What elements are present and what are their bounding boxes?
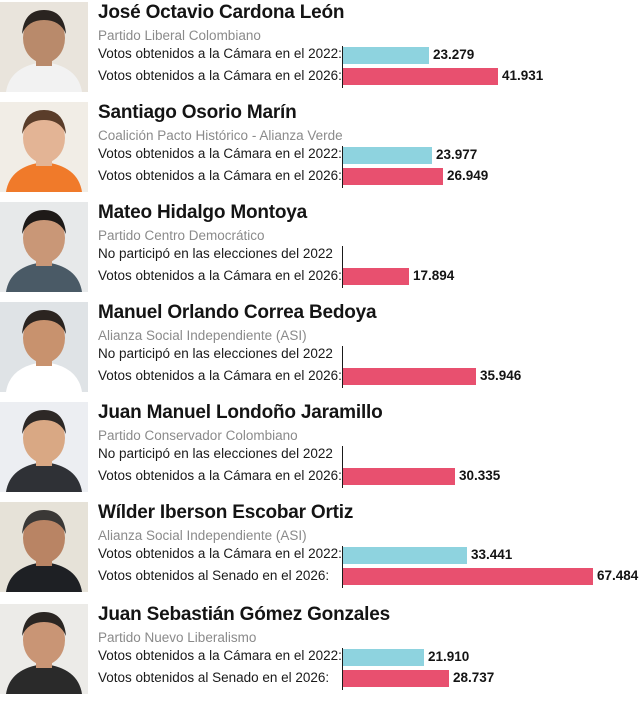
row-label: No participó en las elecciones del 2022 [98,246,333,261]
bar-2022 [343,649,424,666]
bar-2022 [343,147,432,164]
candidate-card: José Octavio Cardona León Partido Liberal… [0,2,640,102]
bar-2022 [343,547,467,564]
candidate-party: Partido Nuevo Liberalismo [98,630,257,645]
candidate-photo [0,102,88,192]
candidate-photo [0,502,88,592]
candidate-photo [0,202,88,292]
candidate-photo [0,302,88,392]
candidate-photo [0,604,88,694]
data-label: 23.279 [433,47,475,62]
candidate-name: Mateo Hidalgo Montoya [98,202,308,223]
bar-axis-line [342,346,343,388]
candidate-name: José Octavio Cardona León [98,2,345,23]
candidate-card: Santiago Osorio Marín Coalición Pacto His… [0,102,640,202]
data-label: 33.441 [471,547,513,562]
candidate-party: Partido Centro Democrático [98,228,265,243]
candidate-name: Wílder Iberson Escobar Ortiz [98,502,354,523]
row-label: Votos obtenidos al Senado en el 2026: [98,670,330,685]
candidate-party: Partido Liberal Colombiano [98,28,261,43]
bar-axis-line [342,246,343,288]
bar-axis-line [342,546,343,588]
bar-2026 [343,268,409,285]
data-label: 67.484 [597,568,639,583]
candidate-card: Juan Sebastián Gómez Gonzales Partido Nue… [0,604,640,704]
data-label: 21.910 [428,649,470,664]
bar-axis-line [342,46,343,88]
candidate-photo [0,2,88,92]
candidate-card: Wílder Iberson Escobar Ortiz Alianza Soci… [0,502,640,602]
data-label: 23.977 [436,147,478,162]
row-label: Votos obtenidos al Senado en el 2026: [98,568,330,583]
bar-2026 [343,68,498,85]
bar-2022 [343,47,429,64]
data-label: 30.335 [459,468,501,483]
data-label: 41.931 [502,68,544,83]
bar-2026 [343,670,449,687]
candidate-photo [0,402,88,492]
candidate-name: Santiago Osorio Marín [98,102,297,123]
candidate-name: Juan Manuel Londoño Jaramillo [98,402,383,423]
row-label: Votos obtenidos a la Cámara en el 2026: [98,468,342,483]
row-label: Votos obtenidos a la Cámara en el 2026: [98,368,342,383]
row-label: Votos obtenidos a la Cámara en el 2026: [98,268,342,283]
candidate-name: Manuel Orlando Correa Bedoya [98,302,377,323]
bar-2026 [343,368,476,385]
candidate-party: Alianza Social Independiente (ASI) [98,328,307,343]
candidate-party: Alianza Social Independiente (ASI) [98,528,307,543]
bar-axis-line [342,648,343,690]
data-label: 17.894 [413,268,455,283]
row-label: Votos obtenidos a la Cámara en el 2022: [98,146,342,161]
candidate-card: Manuel Orlando Correa Bedoya Alianza Soci… [0,302,640,402]
bar-2026 [343,168,443,185]
row-label: Votos obtenidos a la Cámara en el 2022: [98,546,342,561]
row-label: Votos obtenidos a la Cámara en el 2022: [98,46,342,61]
candidate-party: Partido Conservador Colombiano [98,428,298,443]
bar-2026 [343,468,455,485]
row-label: Votos obtenidos a la Cámara en el 2026: [98,168,342,183]
data-label: 35.946 [480,368,522,383]
row-label: No participó en las elecciones del 2022 [98,446,333,461]
candidate-card: Juan Manuel Londoño Jaramillo Partido Con… [0,402,640,502]
bar-axis-line [342,446,343,488]
row-label: No participó en las elecciones del 2022 [98,346,333,361]
candidate-card: Mateo Hidalgo Montoya Partido Centro Demo… [0,202,640,302]
row-label: Votos obtenidos a la Cámara en el 2026: [98,68,342,83]
bar-axis-line [342,146,343,188]
candidate-name: Juan Sebastián Gómez Gonzales [98,604,390,625]
candidate-party: Coalición Pacto Histórico - Alianza Verd… [98,128,343,143]
data-label: 28.737 [453,670,495,685]
data-label: 26.949 [447,168,489,183]
row-label: Votos obtenidos a la Cámara en el 2022: [98,648,342,663]
bar-2026 [343,568,593,585]
